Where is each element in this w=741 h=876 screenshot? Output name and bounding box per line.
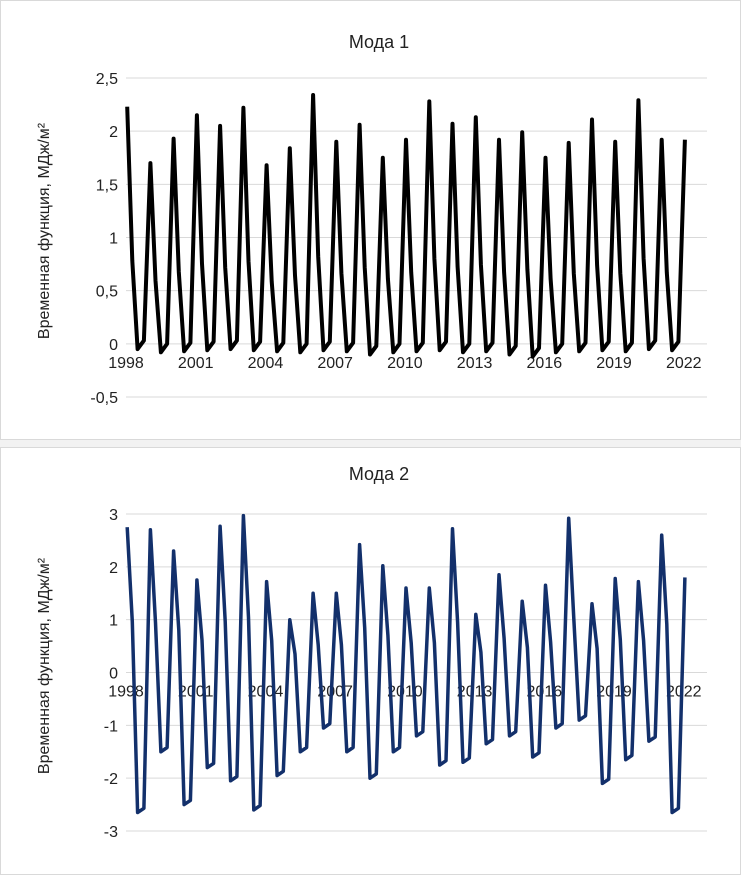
x-tick-label: 2016: [527, 684, 563, 701]
y-tick-label: 0: [109, 337, 118, 354]
y-tick-label: 3: [109, 507, 118, 524]
y-tick-label: 1: [109, 231, 118, 248]
x-tick-label: 2010: [387, 355, 423, 372]
x-tick-label: 2001: [178, 684, 214, 701]
y-tick-label: 2: [109, 560, 118, 577]
x-tick-label: 2007: [317, 355, 353, 372]
x-tick-label: 2019: [596, 355, 632, 372]
y-tick-label: 1: [109, 613, 118, 630]
x-tick-label: 2001: [178, 355, 214, 372]
y-tick-label: 1,5: [96, 177, 118, 194]
x-tick-label: 2022: [666, 684, 702, 701]
x-tick-label: 2004: [248, 355, 284, 372]
panel-separator: [0, 440, 741, 447]
series-line-mode-2: [125, 513, 687, 815]
y-tick-label: -1: [104, 718, 118, 735]
x-tick-label: 1998: [108, 355, 144, 372]
x-tick-label: 2022: [666, 355, 702, 372]
x-tick-label: 2013: [457, 355, 493, 372]
y-axis-label: Временная функция, МДж/м²: [36, 557, 53, 774]
y-tick-label: 0: [109, 666, 118, 683]
y-axis-label: Временная функция, МДж/м²: [36, 122, 53, 339]
chart-title: Мода 2: [349, 464, 409, 484]
chart-panel-mode-2: Мода 2 3 2 1 0 -1 -2 -3 1998 2001 2004 2007 2010 20…: [0, 447, 741, 875]
y-tick-label: 2,5: [96, 71, 118, 88]
chart-title: Мода 1: [349, 32, 409, 52]
chart-mode-1: Мода 1 2,5 2 1,5 1 0,5 0 -0,5 1998 2001 2004 2007…: [36, 32, 707, 407]
series-line-mode-1: [125, 93, 687, 359]
y-tick-label: 0,5: [96, 284, 118, 301]
x-tick-label: 2016: [527, 355, 563, 372]
x-tick-label: 2004: [248, 684, 284, 701]
x-tick-label: 2019: [596, 684, 632, 701]
y-tick-label: 2: [109, 124, 118, 141]
y-tick-label: -0,5: [90, 390, 118, 407]
x-tick-label: 1998: [108, 684, 144, 701]
chart-panel-mode-1: Мода 1 2,5 2 1,5 1 0,5 0 -0,5 1998 2001 2004 2007…: [0, 0, 741, 440]
y-tick-label: -2: [104, 771, 118, 788]
y-tick-label: -3: [104, 824, 118, 841]
